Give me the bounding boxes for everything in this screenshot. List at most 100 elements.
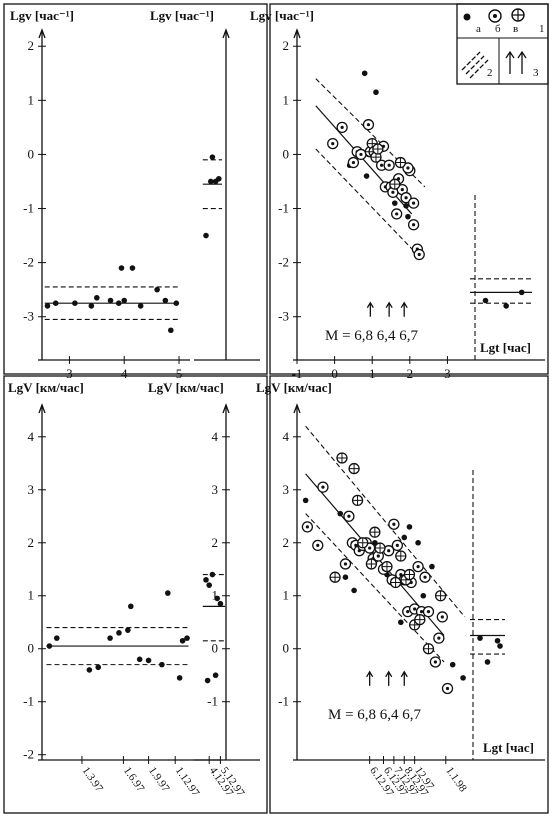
legend-hatch-icon — [461, 51, 489, 79]
data-point — [52, 300, 59, 306]
data-point — [415, 539, 421, 546]
y-tick-label: 0 — [212, 641, 219, 656]
data-point-center — [305, 525, 309, 529]
legend: а б в 1 2 3 — [456, 3, 549, 85]
confidence-band-line — [305, 425, 466, 618]
data-point — [95, 664, 102, 671]
magnitude-arrow-icon — [400, 301, 408, 317]
data-point-cross — [381, 561, 392, 572]
y-axis-arrow-icon — [222, 403, 230, 414]
y-tick-label: -2 — [278, 255, 289, 270]
data-point — [503, 303, 509, 309]
legend-label-2: 2 — [487, 67, 493, 79]
data-point-center — [411, 223, 416, 227]
y-tick-label: 2 — [283, 38, 290, 53]
plots-layer: -3 -2 -1 0 1 2 3 4 5 -3 -2 -1 0 1 2 -1 0 1 2 3 -2 -1 0 1 2 3 4 1.3.… — [23, 28, 545, 799]
data-point — [342, 574, 349, 581]
data-point — [217, 600, 224, 607]
data-point-center — [406, 610, 410, 614]
data-point-cross — [336, 452, 347, 463]
data-point-cross — [395, 551, 406, 562]
data-point-cross — [423, 643, 434, 654]
legend-dot-icon — [463, 13, 471, 21]
data-point — [168, 327, 174, 334]
data-point — [165, 590, 171, 596]
data-point — [107, 297, 114, 304]
y-tick-label: 1 — [283, 92, 290, 107]
annotation-bottom-3: M = 6,8 6,4 6,7 — [328, 707, 422, 723]
x-tick-label: 5 — [176, 366, 183, 381]
data-point-cross — [369, 527, 380, 538]
panel-top-3: -3 -2 -1 0 1 2 -1 0 1 2 3 — [278, 28, 545, 381]
y-tick-label: 2 — [283, 535, 290, 550]
data-point — [107, 635, 113, 641]
data-point — [44, 303, 51, 309]
y-tick-label: 2 — [212, 535, 219, 550]
data-point-center — [437, 636, 441, 640]
data-point — [429, 563, 435, 570]
data-point — [94, 294, 100, 301]
legend-label-3: 3 — [533, 67, 539, 79]
y-tick-label: 3 — [283, 482, 290, 497]
data-point — [302, 497, 309, 504]
data-point — [129, 265, 136, 271]
data-point-cross — [404, 569, 415, 580]
data-point — [405, 213, 411, 220]
data-point — [398, 619, 404, 626]
confidence-band-line — [305, 513, 445, 663]
data-point-center — [321, 485, 325, 489]
y-tick-label: 3 — [28, 482, 35, 497]
data-point-center — [395, 212, 399, 216]
data-point-cross — [435, 590, 446, 601]
xlabel-bottom-3: Lgt [час] — [483, 740, 534, 755]
x-tick-label: 1.3.97 — [80, 765, 106, 795]
y-axis-arrow-icon — [222, 28, 230, 39]
x-tick-label: -1 — [292, 366, 303, 381]
data-point-center — [351, 160, 356, 165]
frame-top-left — [3, 3, 268, 375]
legend-box — [456, 3, 549, 85]
y-axis-arrow-icon — [293, 403, 301, 414]
y-tick-label: -1 — [278, 694, 289, 709]
data-point — [351, 587, 357, 594]
panel-bottom-1: -2 -1 0 1 2 3 4 1.3.97 1.6.97 1.9.97 1.12.97 — [23, 403, 220, 799]
data-point-center — [343, 562, 348, 566]
data-point-center — [417, 252, 421, 257]
data-point-center — [380, 163, 384, 167]
legend-label-1: 1 — [539, 23, 545, 35]
y-tick-label: 1 — [212, 588, 219, 603]
data-point — [460, 675, 466, 681]
data-point — [162, 297, 169, 304]
data-point-center — [391, 190, 395, 194]
y-axis-arrow-icon — [293, 28, 301, 39]
magnitude-arrow-icon — [385, 301, 393, 317]
data-point — [204, 677, 211, 684]
data-point — [54, 635, 60, 641]
x-tick-label: 1.12.97 — [173, 765, 202, 799]
data-point-center — [366, 123, 371, 127]
data-point — [154, 286, 160, 293]
data-point-center — [423, 575, 427, 579]
y-tick-label: 1 — [28, 92, 35, 107]
data-point-cross — [352, 495, 363, 506]
data-point — [159, 661, 165, 668]
y-tick-label: 0 — [28, 641, 35, 656]
legend-label-b: б — [495, 23, 501, 35]
data-point — [136, 656, 143, 663]
y-tick-label: -1 — [23, 694, 34, 709]
data-point — [373, 89, 379, 96]
legend-circle-dot-icon — [488, 9, 502, 23]
data-point-center — [387, 163, 391, 167]
data-point — [401, 534, 408, 541]
data-point-center — [331, 142, 335, 146]
ylabel-top-3: Lgv [час⁻¹] — [250, 8, 314, 23]
data-point-center — [404, 196, 408, 200]
data-point-center — [359, 152, 363, 157]
x-tick-label: 3 — [66, 366, 73, 381]
data-point — [203, 577, 209, 583]
y-tick-label: 4 — [283, 429, 290, 444]
data-point-center — [347, 514, 351, 518]
data-point — [203, 232, 209, 239]
legend-arrows-icon — [505, 50, 527, 74]
magnitude-arrow-icon — [366, 301, 374, 317]
